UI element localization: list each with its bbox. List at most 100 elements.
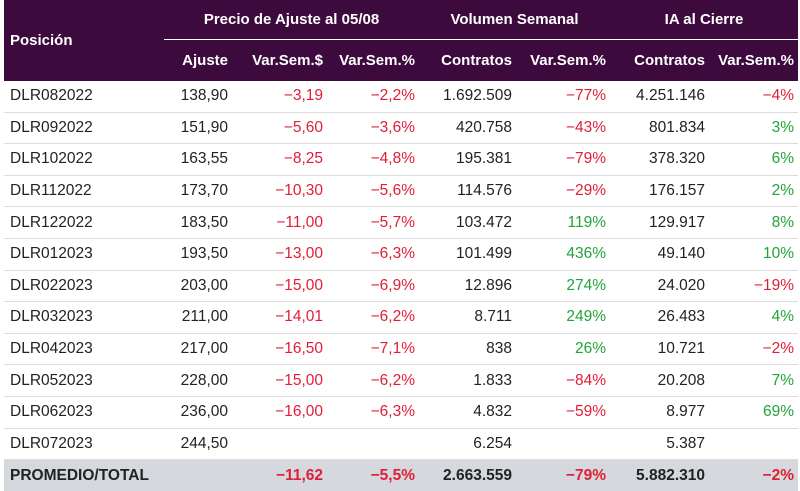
position-cell: DLR052023 [4, 364, 164, 397]
oi-var-cell: 2% [709, 175, 798, 208]
position-cell: DLR042023 [4, 333, 164, 366]
total-volume-var: −79% [516, 459, 610, 491]
var-pesos-header: Var.Sem.$ [252, 52, 323, 69]
volume-var-cell: −59% [516, 396, 610, 429]
total-oi-contracts: 5.882.310 [610, 459, 709, 491]
oi-contracts-cell: 8.977 [610, 396, 709, 429]
oi-contracts-cell: 4.251.146 [610, 81, 709, 113]
ajuste-cell: 217,00 [164, 333, 232, 366]
var-pesos-cell [232, 428, 327, 461]
table-row: DLR052023 228,00 −15,00 −6,2% 1.833 −84% 20.20… [4, 364, 798, 397]
table-row: DLR032023 211,00 −14,01 −6,2% 8.711 249% 26.48… [4, 301, 798, 334]
position-cell: DLR012023 [4, 238, 164, 271]
oi-var-cell: 8% [709, 206, 798, 239]
ajuste-cell: 244,50 [164, 428, 232, 461]
var-pct-cell: −6,2% [327, 364, 419, 397]
ajuste-cell: 183,50 [164, 206, 232, 239]
volume-contracts-cell: 1.833 [419, 364, 516, 397]
var-pct-cell: −2,2% [327, 81, 419, 113]
total-label: PROMEDIO/TOTAL [4, 459, 232, 491]
volume-var-cell: 119% [516, 206, 610, 239]
ajuste-header: Ajuste [182, 52, 228, 69]
var-pct-cell [327, 428, 419, 461]
volume-var-cell: 249% [516, 301, 610, 334]
volume-contracts-cell: 195.381 [419, 143, 516, 176]
ajuste-cell: 151,90 [164, 112, 232, 145]
oi-contracts-cell: 801.834 [610, 112, 709, 145]
total-oi-var: −2% [709, 459, 798, 491]
table-header: Posición Precio de Ajuste al 05/08 Volum… [4, 0, 798, 81]
var-pct-cell: −6,3% [327, 396, 419, 429]
oi-contracts-cell: 176.157 [610, 175, 709, 208]
var-pct-cell: −6,2% [327, 301, 419, 334]
position-cell: DLR092022 [4, 112, 164, 145]
var-pct-cell: −5,7% [327, 206, 419, 239]
volume-var-cell: −77% [516, 81, 610, 113]
volume-group-header: Volumen Semanal [419, 0, 610, 40]
volume-var-cell: −29% [516, 175, 610, 208]
oi-contracts-cell: 10.721 [610, 333, 709, 366]
volume-contracts-cell: 103.472 [419, 206, 516, 239]
volume-contracts-cell: 101.499 [419, 238, 516, 271]
table-row: DLR072023 244,50 6.254 5.387 [4, 428, 798, 461]
oi-var-cell: 4% [709, 301, 798, 334]
var-pesos-cell: −3,19 [232, 81, 327, 113]
oi-var-header: Var.Sem.% [718, 52, 794, 69]
table-row: DLR122022 183,50 −11,00 −5,7% 103.472 119% 129… [4, 206, 798, 239]
position-cell: DLR102022 [4, 143, 164, 176]
oi-var-cell: 6% [709, 143, 798, 176]
var-pesos-cell: −11,00 [232, 206, 327, 239]
volume-contracts-cell: 4.832 [419, 396, 516, 429]
table-body: DLR082022 138,90 −3,19 −2,2% 1.692.509 −77% 4.… [4, 81, 798, 491]
oi-var-cell: 7% [709, 364, 798, 397]
volume-var-cell: −43% [516, 112, 610, 145]
oi-var-cell: −4% [709, 81, 798, 113]
ajuste-cell: 138,90 [164, 81, 232, 113]
oi-contracts-cell: 378.320 [610, 143, 709, 176]
position-cell: DLR032023 [4, 301, 164, 334]
table-row: DLR022023 203,00 −15,00 −6,9% 12.896 274% 24.0… [4, 270, 798, 303]
var-pct-header: Var.Sem.% [339, 52, 415, 69]
oi-var-cell: 3% [709, 112, 798, 145]
volume-contracts-cell: 420.758 [419, 112, 516, 145]
ajuste-cell: 193,50 [164, 238, 232, 271]
position-header: Posición [10, 32, 73, 49]
var-pesos-cell: −13,00 [232, 238, 327, 271]
oi-var-cell: −19% [709, 270, 798, 303]
oi-contracts-cell: 49.140 [610, 238, 709, 271]
oi-var-cell: −2% [709, 333, 798, 366]
oi-var-cell: 69% [709, 396, 798, 429]
var-pesos-cell: −10,30 [232, 175, 327, 208]
ajuste-cell: 203,00 [164, 270, 232, 303]
var-pct-cell: −3,6% [327, 112, 419, 145]
var-pesos-cell: −15,00 [232, 270, 327, 303]
oi-var-cell: 10% [709, 238, 798, 271]
var-pesos-cell: −15,00 [232, 364, 327, 397]
table-row: DLR042023 217,00 −16,50 −7,1% 838 26% 10.721 −2… [4, 333, 798, 366]
volume-var-cell: −79% [516, 143, 610, 176]
volume-var-header: Var.Sem.% [530, 52, 606, 69]
volume-contracts-cell: 838 [419, 333, 516, 366]
table-row: DLR112022 173,70 −10,30 −5,6% 114.576 −29% 176… [4, 175, 798, 208]
var-pct-cell: −6,3% [327, 238, 419, 271]
var-pesos-cell: −16,00 [232, 396, 327, 429]
table-row: DLR082022 138,90 −3,19 −2,2% 1.692.509 −77% 4.… [4, 81, 798, 113]
table-row: DLR012023 193,50 −13,00 −6,3% 101.499 436% 49.… [4, 238, 798, 271]
ajuste-cell: 228,00 [164, 364, 232, 397]
volume-var-cell: 436% [516, 238, 610, 271]
ajuste-cell: 173,70 [164, 175, 232, 208]
volume-contracts-cell: 1.692.509 [419, 81, 516, 113]
volume-var-cell: 274% [516, 270, 610, 303]
oi-contracts-header: Contratos [634, 52, 705, 69]
volume-var-cell: −84% [516, 364, 610, 397]
ajuste-cell: 236,00 [164, 396, 232, 429]
volume-contracts-cell: 114.576 [419, 175, 516, 208]
table-row: DLR062023 236,00 −16,00 −6,3% 4.832 −59% 8.977… [4, 396, 798, 429]
volume-contracts-cell: 6.254 [419, 428, 516, 461]
total-volume-contracts: 2.663.559 [419, 459, 516, 491]
volume-contracts-header: Contratos [441, 52, 512, 69]
var-pesos-cell: −14,01 [232, 301, 327, 334]
oi-contracts-cell: 24.020 [610, 270, 709, 303]
futures-table: Posición Precio de Ajuste al 05/08 Volum… [4, 0, 798, 491]
total-var-pct: −5,5% [327, 459, 419, 491]
